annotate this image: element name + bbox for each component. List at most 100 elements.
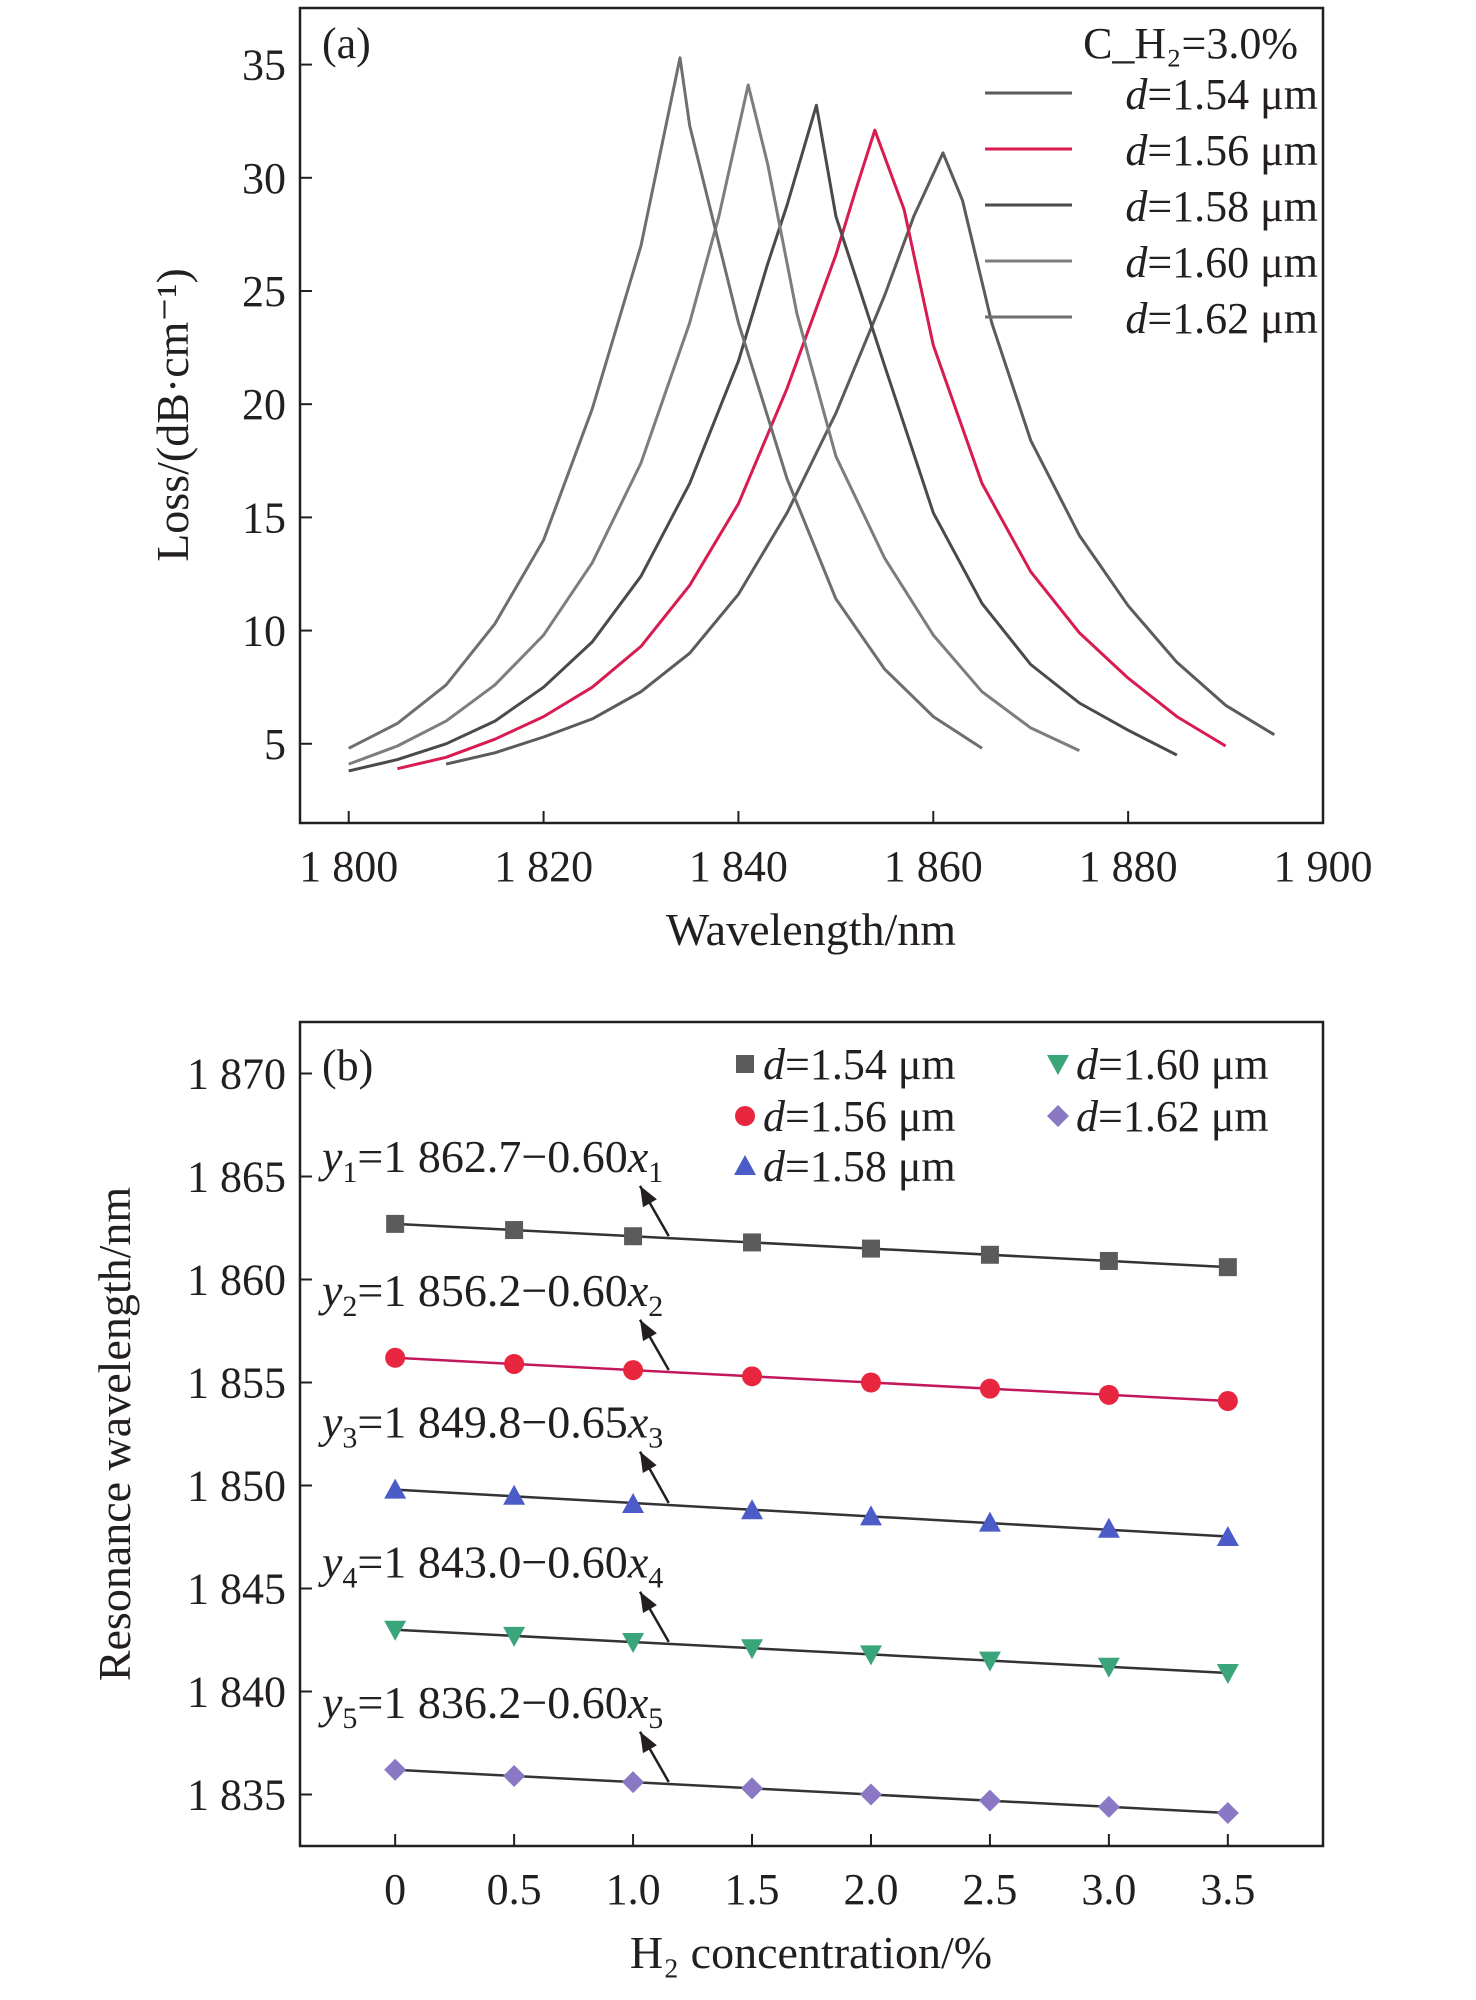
panel-b-point-s2 <box>979 1378 1000 1399</box>
panel-b-legend-var-3: d <box>763 1142 786 1191</box>
panel-a-legend-value-5: =1.62 μm <box>1147 294 1318 343</box>
panel-b-point-s4 <box>741 1639 764 1660</box>
panel-b-eq-y-sub-1: 1 <box>342 1156 357 1189</box>
panel-b-legend-value-1: =1.54 μm <box>785 1040 956 1089</box>
panel-b-eq-y-4: y <box>318 1537 343 1588</box>
panel-b-point-s5 <box>1097 1795 1120 1818</box>
panel-b-point-s3 <box>384 1478 407 1499</box>
panel-b-legend-marker-4 <box>1047 1055 1069 1075</box>
panel-b-point-s1 <box>861 1239 880 1258</box>
panel-a-legend-label-5: d=1.62 μm <box>1125 294 1318 343</box>
panel-b-point-s3 <box>859 1505 882 1526</box>
panel-a-y-tick-label: 5 <box>264 720 286 769</box>
panel-b-eq-x-3: x <box>627 1397 649 1448</box>
panel-a-legend-var-5: d <box>1125 294 1148 343</box>
panel-b-y-tick-label: 1 850 <box>187 1462 286 1511</box>
panel-b-point-s5 <box>741 1777 764 1800</box>
panel-b-y-tick-label: 1 870 <box>187 1050 286 1099</box>
panel-b-arrowhead-3 <box>640 1451 657 1473</box>
panel-b-point-s2 <box>1098 1384 1119 1405</box>
panel-b-x-tick-label: 2.5 <box>962 1865 1017 1914</box>
panel-b-point-s3 <box>503 1484 526 1505</box>
panel-a-legend-label-3: d=1.58 μm <box>1125 182 1318 231</box>
panel-b-arrowhead-1 <box>640 1185 657 1208</box>
panel-b-legend-marker-2 <box>735 1106 755 1126</box>
panel-b-y-tick-label: 1 840 <box>187 1668 286 1717</box>
panel-b-point-s4 <box>1097 1657 1120 1678</box>
panel-b-eq-x-sub-5: 5 <box>648 1702 663 1735</box>
panel-b-point-s5 <box>859 1783 882 1806</box>
panel-b-legend: d=1.54 μmd=1.56 μmd=1.58 μmd=1.60 μmd=1.… <box>734 1040 1269 1191</box>
panel-b-eq-y-sub-5: 5 <box>342 1702 357 1735</box>
panel-b-resonance-shift: 1 835 1 840 1 845 1 850 1 855 1 860 1 865 1 870… <box>89 1020 1325 1978</box>
panel-a-legend-var-3: d <box>1125 182 1148 231</box>
panel-b-eq-y-sub-3: 3 <box>342 1422 357 1455</box>
panel-b-x-tick-label: 1.5 <box>725 1865 780 1914</box>
panel-b-point-s4 <box>859 1645 882 1666</box>
panel-b-data-points <box>384 1214 1239 1825</box>
panel-b-legend-label-5: d=1.62 μm <box>1076 1092 1269 1141</box>
panel-a-x-tick-label: 1 880 <box>1079 842 1178 891</box>
panel-b-point-s1 <box>386 1214 405 1233</box>
panel-a-x-tick-label: 1 800 <box>299 842 398 891</box>
panel-b-arrowhead-2 <box>640 1319 657 1342</box>
panel-a-y-tick-label: 25 <box>242 267 286 316</box>
panel-b-legend-label-1: d=1.54 μm <box>763 1040 956 1089</box>
panel-b-y-axis-ticks: 1 835 1 840 1 845 1 850 1 855 1 860 1 865 1 870 <box>187 1050 312 1820</box>
panel-a-y-axis-label: Loss/(dB·cm⁻¹) <box>147 268 198 562</box>
panel-b-eq-x-sub-3: 3 <box>648 1422 663 1455</box>
panel-b-point-s5 <box>622 1771 645 1794</box>
panel-b-equation-arrows <box>638 1185 670 1783</box>
panel-b-eq-body-2: =1 856.2−0.60 <box>357 1265 627 1316</box>
panel-b-eq-x-5: x <box>627 1677 649 1728</box>
panel-a-legend-value-4: =1.60 μm <box>1147 238 1318 287</box>
panel-b-fit-line-4 <box>395 1628 1228 1675</box>
panel-b-legend-var-4: d <box>1076 1040 1099 1089</box>
panel-a-series-line-2 <box>397 128 1227 771</box>
panel-a-legend-label-2: d=1.56 μm <box>1125 126 1318 175</box>
panel-b-fit-equation-2: y2=1 856.2−0.60x2 <box>318 1265 663 1323</box>
panel-b-eq-x-sub-4: 4 <box>648 1562 663 1595</box>
panel-a-label: (a) <box>322 19 371 68</box>
panel-b-y-tick-label: 1 860 <box>187 1256 286 1305</box>
panel-b-point-s5 <box>978 1789 1001 1812</box>
panel-b-legend-label-4: d=1.60 μm <box>1076 1040 1269 1089</box>
panel-b-legend-var-1: d <box>763 1040 786 1089</box>
panel-b-eq-x-4: x <box>627 1537 649 1588</box>
panel-b-x-axis-ticks: 0 0.5 1.0 1.5 2.0 2.5 3.0 3.5 <box>384 1834 1255 1914</box>
panel-b-point-s4 <box>384 1620 407 1641</box>
panel-b-fit-line-5 <box>395 1768 1228 1815</box>
panel-b-plot-frame <box>298 1020 1325 1848</box>
panel-b-x-tick-label: 0 <box>384 1865 406 1914</box>
panel-a-y-axis-ticks: 5 10 15 20 25 30 35 <box>242 41 312 769</box>
panel-b-x-tick-label: 0.5 <box>487 1865 542 1914</box>
panel-a-x-tick-label: 1 860 <box>884 842 983 891</box>
panel-b-point-s2 <box>860 1372 881 1393</box>
panel-b-legend-var-2: d <box>763 1092 786 1141</box>
panel-b-fit-equation-3: y3=1 849.8−0.65x3 <box>318 1397 663 1455</box>
panel-b-point-s2 <box>742 1366 763 1387</box>
panel-b-y-axis-label: Resonance wavelength/nm <box>89 1187 140 1682</box>
panel-a-legend-value-3: =1.58 μm <box>1147 182 1318 231</box>
panel-b-x-tick-label: 3.0 <box>1081 1865 1136 1914</box>
panel-b-eq-body-3: =1 849.8−0.65 <box>357 1397 627 1448</box>
panel-b-point-s1 <box>980 1245 999 1264</box>
panel-b-point-s3 <box>1097 1517 1120 1538</box>
panel-b-fit-lines <box>395 1222 1228 1815</box>
panel-b-arrowhead-5 <box>640 1731 657 1754</box>
panel-b-point-s3 <box>622 1493 645 1514</box>
panel-b-point-s1 <box>505 1221 524 1240</box>
panel-a-series-line-3 <box>348 103 1178 773</box>
panel-a-legend-label-1: d=1.54 μm <box>1125 70 1318 119</box>
panel-a-concentration-annotation: C_H₂=3.0% <box>1083 19 1298 68</box>
panel-a-legend-var-1: d <box>1125 70 1148 119</box>
panel-b-eq-x-2: x <box>627 1265 649 1316</box>
panel-b-legend-value-5: =1.62 μm <box>1098 1092 1269 1141</box>
panel-a-x-tick-label: 1 900 <box>1274 842 1373 891</box>
panel-b-fit-line-2 <box>395 1356 1228 1403</box>
panel-a-x-tick-label: 1 840 <box>689 842 788 891</box>
panel-b-point-s2 <box>385 1347 406 1368</box>
panel-b-legend-value-3: =1.58 μm <box>785 1142 956 1191</box>
panel-b-legend-value-4: =1.60 μm <box>1098 1040 1269 1089</box>
